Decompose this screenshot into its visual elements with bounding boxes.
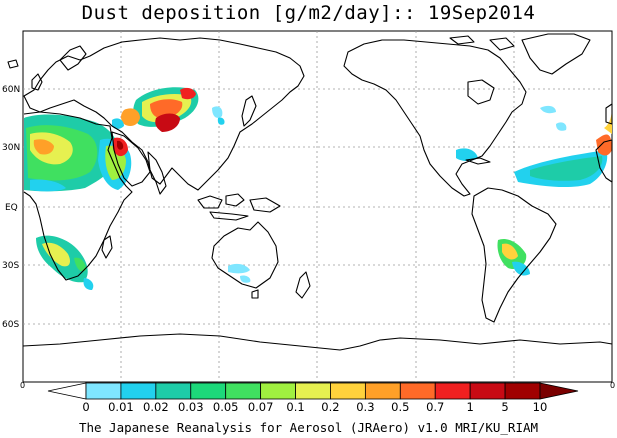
colorbar-level-label: 0.05 (213, 400, 239, 414)
map-frame (22, 30, 613, 383)
map-title: Dust deposition [g/m2/day]:: 19Sep2014 (81, 2, 536, 24)
colorbar: 0 0.01 0.02 0.03 0.05 0.07 0.1 0.2 0.3 0.5 0.7 1 5 10 (47, 382, 579, 414)
colorbar-level-label: 0.7 (426, 400, 444, 414)
dust-central-asia (112, 87, 225, 132)
dust-field (24, 87, 612, 290)
lat-label-eq: EQ (5, 203, 18, 213)
footer-credit: The Japanese Reanalysis for Aerosol (JRA… (78, 420, 539, 435)
lat-label-60n: 60N (2, 85, 20, 95)
colorbar-level-label: 5 (501, 400, 508, 414)
colorbar-box (190, 382, 227, 400)
lat-label-30s: 30S (2, 261, 19, 271)
colorbar-level-label: 10 (533, 400, 548, 414)
colorbar-level-label: 0.1 (286, 400, 304, 414)
colorbar-level-label: 0.07 (248, 400, 274, 414)
colorbar-box (504, 382, 541, 400)
colorbar-level-label: 1 (466, 400, 473, 414)
colorbar-level-label: 0.01 (108, 400, 134, 414)
lat-label-30n: 30N (2, 143, 20, 153)
dust-southern-africa (36, 235, 94, 290)
colorbar-box (399, 382, 436, 400)
colorbar-box (225, 382, 262, 400)
colorbar-box (155, 382, 192, 400)
coastlines (7, 33, 613, 351)
colorbar-left-end-label: 0 (20, 381, 25, 390)
dust-australia (228, 263, 251, 283)
colorbar-level-label: 0.5 (391, 400, 409, 414)
colorbar-level-label: 0.02 (143, 400, 169, 414)
colorbar-level-label: 0 (82, 400, 89, 414)
colorbar-box (120, 382, 157, 400)
colorbar-box (434, 382, 471, 400)
colorbar-right-end-label: 0 (610, 381, 615, 390)
colorbar-box (260, 382, 296, 400)
colorbar-box (295, 382, 331, 400)
colorbar-level-label: 0.03 (178, 400, 204, 414)
colorbar-upper-extend (539, 382, 579, 400)
colorbar-box (85, 382, 122, 400)
latitude-labels: 60N 30N EQ 30S 60S (2, 85, 20, 330)
dust-americas (456, 105, 612, 276)
lat-label-60s: 60S (2, 320, 19, 330)
colorbar-lower-extend (47, 382, 87, 400)
colorbar-level-label: 0.3 (356, 400, 374, 414)
colorbar-box (469, 382, 506, 400)
colorbar-level-label: 0.2 (321, 400, 339, 414)
colorbar-box (330, 382, 366, 400)
dust-sahara-arabia (24, 114, 132, 192)
colorbar-box (364, 382, 401, 400)
